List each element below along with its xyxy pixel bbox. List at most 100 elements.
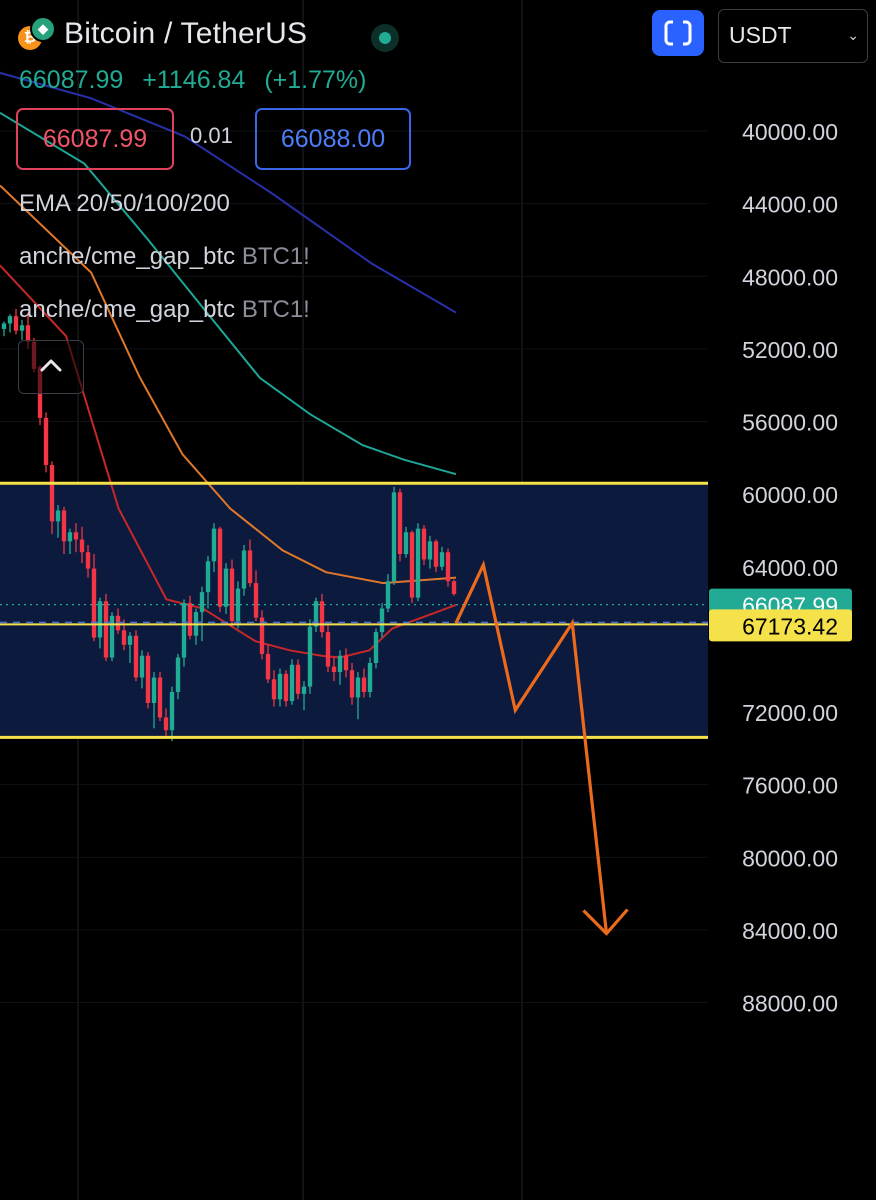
- price-tick-label: 64000.00: [742, 555, 838, 581]
- candle: [235, 588, 241, 622]
- projection-path: [454, 560, 609, 934]
- candle: [253, 583, 259, 618]
- sell-price-button[interactable]: 66087.99: [16, 108, 174, 170]
- candle: [295, 664, 301, 694]
- chevron-down-icon: ⌄: [847, 27, 859, 43]
- candle: [319, 601, 325, 633]
- candle: [307, 626, 313, 687]
- spread-value: 0.01: [190, 123, 233, 148]
- ema-line: [0, 264, 457, 659]
- indicator-legend-ema[interactable]: EMA 20/50/100/200: [19, 190, 230, 218]
- candle: [349, 670, 355, 698]
- fullscreen-button[interactable]: [652, 10, 704, 56]
- candle: [397, 492, 403, 555]
- quote-currency-select[interactable]: USDT ⌄: [718, 9, 868, 63]
- candle: [421, 528, 427, 560]
- symbol-title[interactable]: Bitcoin / TetherUS: [64, 17, 308, 50]
- price-change-percent: (+1.77%): [264, 66, 367, 94]
- candle: [217, 528, 223, 607]
- price-tick-label: 84000.00: [742, 918, 838, 944]
- fullscreen-icon: [664, 20, 692, 46]
- candle: [301, 686, 307, 694]
- candle: [415, 528, 421, 598]
- candle: [343, 655, 349, 671]
- indicator-source: BTC1!: [241, 296, 310, 323]
- candle: [289, 664, 295, 702]
- market-open-dot-icon[interactable]: [371, 24, 399, 52]
- candle: [403, 532, 409, 555]
- candle: [361, 677, 367, 693]
- quote-currency-value: USDT: [729, 22, 792, 48]
- candle: [1, 323, 7, 329]
- candle: [277, 673, 283, 700]
- projection-arrow-drawing: [454, 560, 629, 936]
- price-tick-label: 56000.00: [742, 410, 838, 436]
- candle: [445, 552, 451, 582]
- ema-line: [0, 71, 457, 314]
- candle: [103, 601, 109, 658]
- buy-price-button[interactable]: 66088.00: [255, 108, 411, 170]
- price-tick-label: 44000.00: [742, 192, 838, 218]
- mid-level-price-label-bg: [709, 609, 852, 642]
- candle: [109, 615, 115, 658]
- candle: [13, 316, 19, 331]
- price-tick-label: 76000.00: [742, 773, 838, 799]
- chevron-up-icon: [40, 359, 62, 372]
- candle: [367, 662, 373, 693]
- candle: [139, 655, 145, 678]
- candle: [91, 568, 97, 638]
- candle: [121, 630, 127, 645]
- candle: [49, 465, 55, 522]
- candle: [145, 655, 151, 703]
- candle: [259, 617, 265, 654]
- candle: [79, 539, 85, 553]
- candle: [127, 635, 133, 645]
- collapse-legend-button[interactable]: [18, 340, 84, 394]
- candle: [211, 528, 217, 562]
- candle: [337, 655, 343, 673]
- price-tick-label: 72000.00: [742, 700, 838, 726]
- candle: [355, 677, 361, 698]
- ema-line: [0, 111, 457, 476]
- indicator-legend-cme-gap-2[interactable]: anche/cme_gap_btc BTC1!: [19, 296, 310, 324]
- candle: [85, 552, 91, 569]
- indicator-name: anche/cme_gap_btc: [19, 243, 236, 270]
- candle: [7, 316, 13, 324]
- candle: [283, 673, 289, 702]
- candle: [373, 632, 379, 663]
- candle: [163, 717, 169, 731]
- indicator-name: anche/cme_gap_btc: [19, 296, 236, 323]
- last-price: 66087.99: [19, 66, 124, 94]
- candle: [55, 510, 61, 522]
- ema-line: [0, 184, 457, 585]
- ema-lines: [0, 71, 457, 659]
- candle: [43, 417, 49, 466]
- candle: [157, 677, 163, 718]
- candle: [385, 581, 391, 609]
- indicator-name: EMA 20/50/100/200: [19, 190, 230, 217]
- candle: [25, 325, 31, 342]
- indicator-legend-cme-gap-1[interactable]: anche/cme_gap_btc BTC1!: [19, 243, 310, 271]
- candle: [391, 492, 397, 582]
- candle: [73, 532, 79, 540]
- candle: [451, 581, 457, 594]
- candle: [187, 603, 193, 636]
- candle: [409, 532, 415, 598]
- price-tick-label: 40000.00: [742, 119, 838, 145]
- candle: [223, 568, 229, 607]
- candle: [229, 568, 235, 622]
- candle: [175, 657, 181, 693]
- arrowhead-icon: [582, 908, 629, 936]
- candle: [313, 601, 319, 627]
- price-tick-label: 48000.00: [742, 264, 838, 290]
- candle: [439, 552, 445, 567]
- candlestick-series: [1, 308, 457, 742]
- candle: [331, 666, 337, 673]
- candle: [181, 603, 187, 658]
- candle: [19, 325, 25, 331]
- candle: [265, 653, 271, 680]
- price-tick-label: 52000.00: [742, 337, 838, 363]
- price-tick-label: 60000.00: [742, 482, 838, 508]
- candle: [97, 601, 103, 638]
